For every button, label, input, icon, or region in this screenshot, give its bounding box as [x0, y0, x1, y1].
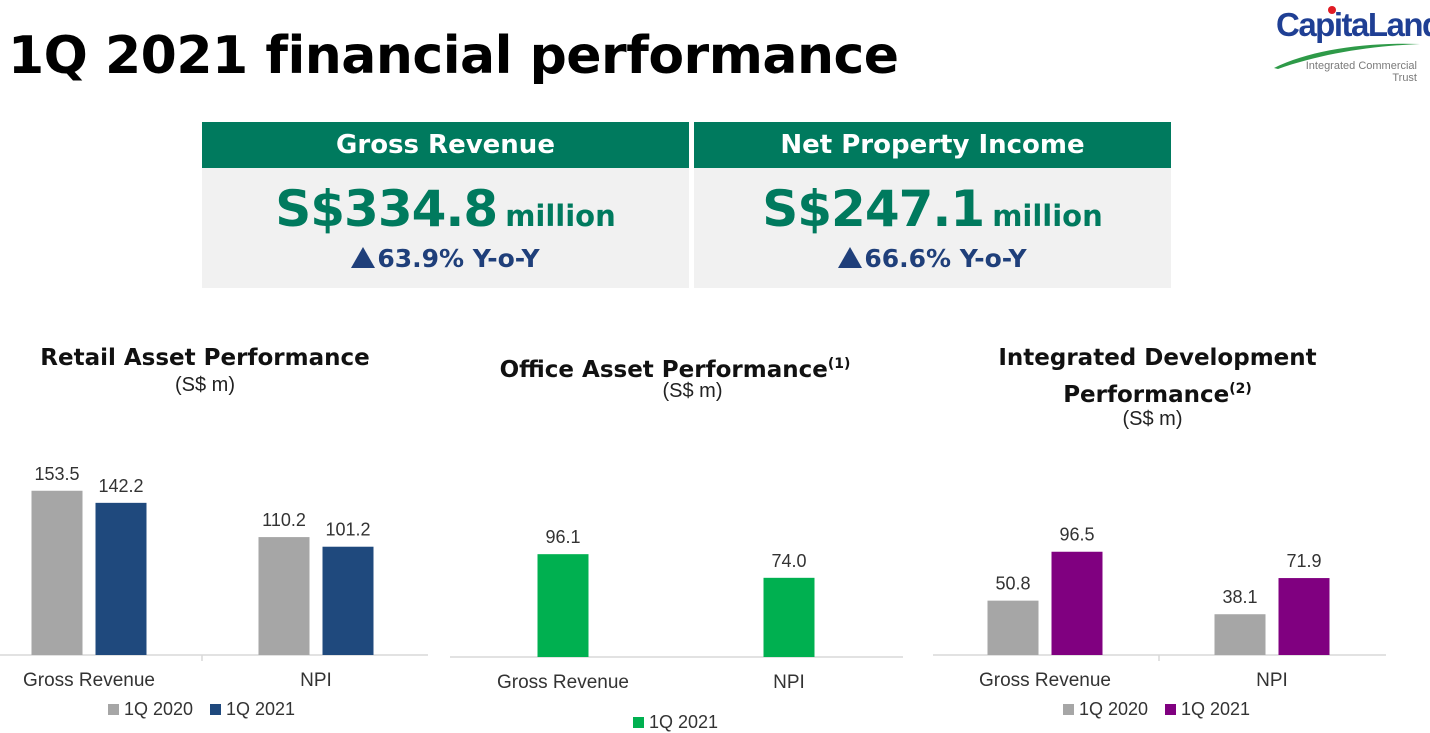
kpi-unit: million: [992, 199, 1103, 233]
kpi-unit: million: [505, 199, 616, 233]
kpi-label: Net Property Income: [694, 122, 1171, 168]
legend-label: 1Q 2021: [226, 699, 295, 719]
logo-subtitle-line1: Integrated Commercial: [1305, 60, 1417, 72]
legend-label: 1Q 2020: [1079, 699, 1148, 719]
data-label: 71.9: [1286, 551, 1321, 571]
retail-chart-unit: (S$ m): [175, 374, 235, 396]
data-label: 38.1: [1222, 587, 1257, 607]
office-chart-title-text: Office Asset Performance: [499, 357, 828, 383]
integrated-chart-title-line1: Integrated Development: [998, 345, 1317, 371]
legend-swatch: [210, 704, 221, 715]
integrated-chart-title-line2: Performance: [1063, 382, 1230, 408]
kpi-change-text: 63.9% Y-o-Y: [377, 244, 540, 273]
category-label: Gross Revenue: [23, 670, 155, 691]
bar: [1278, 578, 1330, 655]
category-label: NPI: [300, 670, 332, 691]
kpi-card-gross-revenue: Gross Revenue S$334.8 million 63.9% Y-o-Y: [202, 122, 689, 288]
page-title: 1Q 2021 financial performance: [8, 26, 899, 86]
data-label: 142.2: [98, 476, 143, 496]
category-label: Gross Revenue: [497, 672, 629, 693]
data-label: 110.2: [262, 510, 306, 530]
bar: [31, 490, 83, 655]
data-label: 96.5: [1059, 525, 1094, 545]
logo-subtitle-line2: Trust: [1392, 72, 1417, 84]
legend-label: 1Q 2021: [649, 712, 718, 732]
integrated-chart-unit: (S$ m): [1122, 408, 1183, 430]
integrated-chart-footnote: (2): [1229, 381, 1252, 397]
bar: [987, 600, 1039, 655]
capitaland-logo: CapitaLand Integrated Commercial Trust: [1270, 2, 1430, 88]
data-label: 101.2: [325, 520, 370, 540]
bar: [258, 537, 310, 655]
legend-label: 1Q 2021: [1181, 699, 1250, 719]
kpi-value: S$334.8 million: [202, 180, 689, 238]
kpi-change: 66.6% Y-o-Y: [694, 244, 1171, 273]
bar: [322, 546, 374, 655]
retail-chart-title: Retail Asset Performance: [40, 345, 370, 371]
kpi-value: S$247.1 million: [694, 180, 1171, 238]
logo-swoosh-icon: [1274, 43, 1420, 69]
kpi-card-net-property-income: Net Property Income S$247.1 million 66.6%…: [694, 122, 1171, 288]
legend-swatch: [108, 704, 119, 715]
integrated-bar-chart: 50.8 96.5 Gross Revenue 38.1 71.9 NPI 1Q 2020 1…: [933, 525, 1386, 719]
bar: [95, 502, 147, 655]
office-chart-footnote: (1): [827, 356, 851, 372]
office-chart-unit: (S$ m): [662, 380, 723, 402]
logo-dot-icon: [1328, 6, 1336, 14]
data-label: 74.0: [771, 551, 806, 571]
category-label: NPI: [1256, 670, 1288, 691]
legend-swatch: [633, 717, 644, 728]
category-label: Gross Revenue: [979, 670, 1111, 691]
triangle-up-icon: [351, 247, 376, 268]
kpi-label: Gross Revenue: [202, 122, 689, 168]
kpi-change-text: 66.6% Y-o-Y: [864, 244, 1027, 273]
office-chart-title: Office Asset Performance(1): [440, 349, 910, 386]
bar: [1051, 551, 1103, 655]
integrated-chart-title: Integrated Development Performance(2): [970, 343, 1345, 411]
data-label: 96.1: [545, 527, 580, 547]
kpi-amount: S$334.8: [275, 180, 498, 238]
triangle-up-icon: [838, 247, 863, 268]
legend-label: 1Q 2020: [124, 699, 193, 719]
bar: [763, 577, 815, 657]
bar: [1214, 614, 1266, 655]
office-bar-chart: 96.1 Gross Revenue 74.0 NPI 1Q 2021: [450, 527, 903, 732]
category-label: NPI: [773, 672, 805, 693]
data-label: 50.8: [995, 574, 1030, 594]
kpi-change: 63.9% Y-o-Y: [202, 244, 689, 273]
legend-swatch: [1063, 704, 1074, 715]
data-label: 153.5: [34, 464, 79, 484]
kpi-amount: S$247.1: [762, 180, 985, 238]
bar: [537, 554, 589, 657]
logo-name: CapitaLand: [1276, 6, 1430, 43]
legend-swatch: [1165, 704, 1176, 715]
